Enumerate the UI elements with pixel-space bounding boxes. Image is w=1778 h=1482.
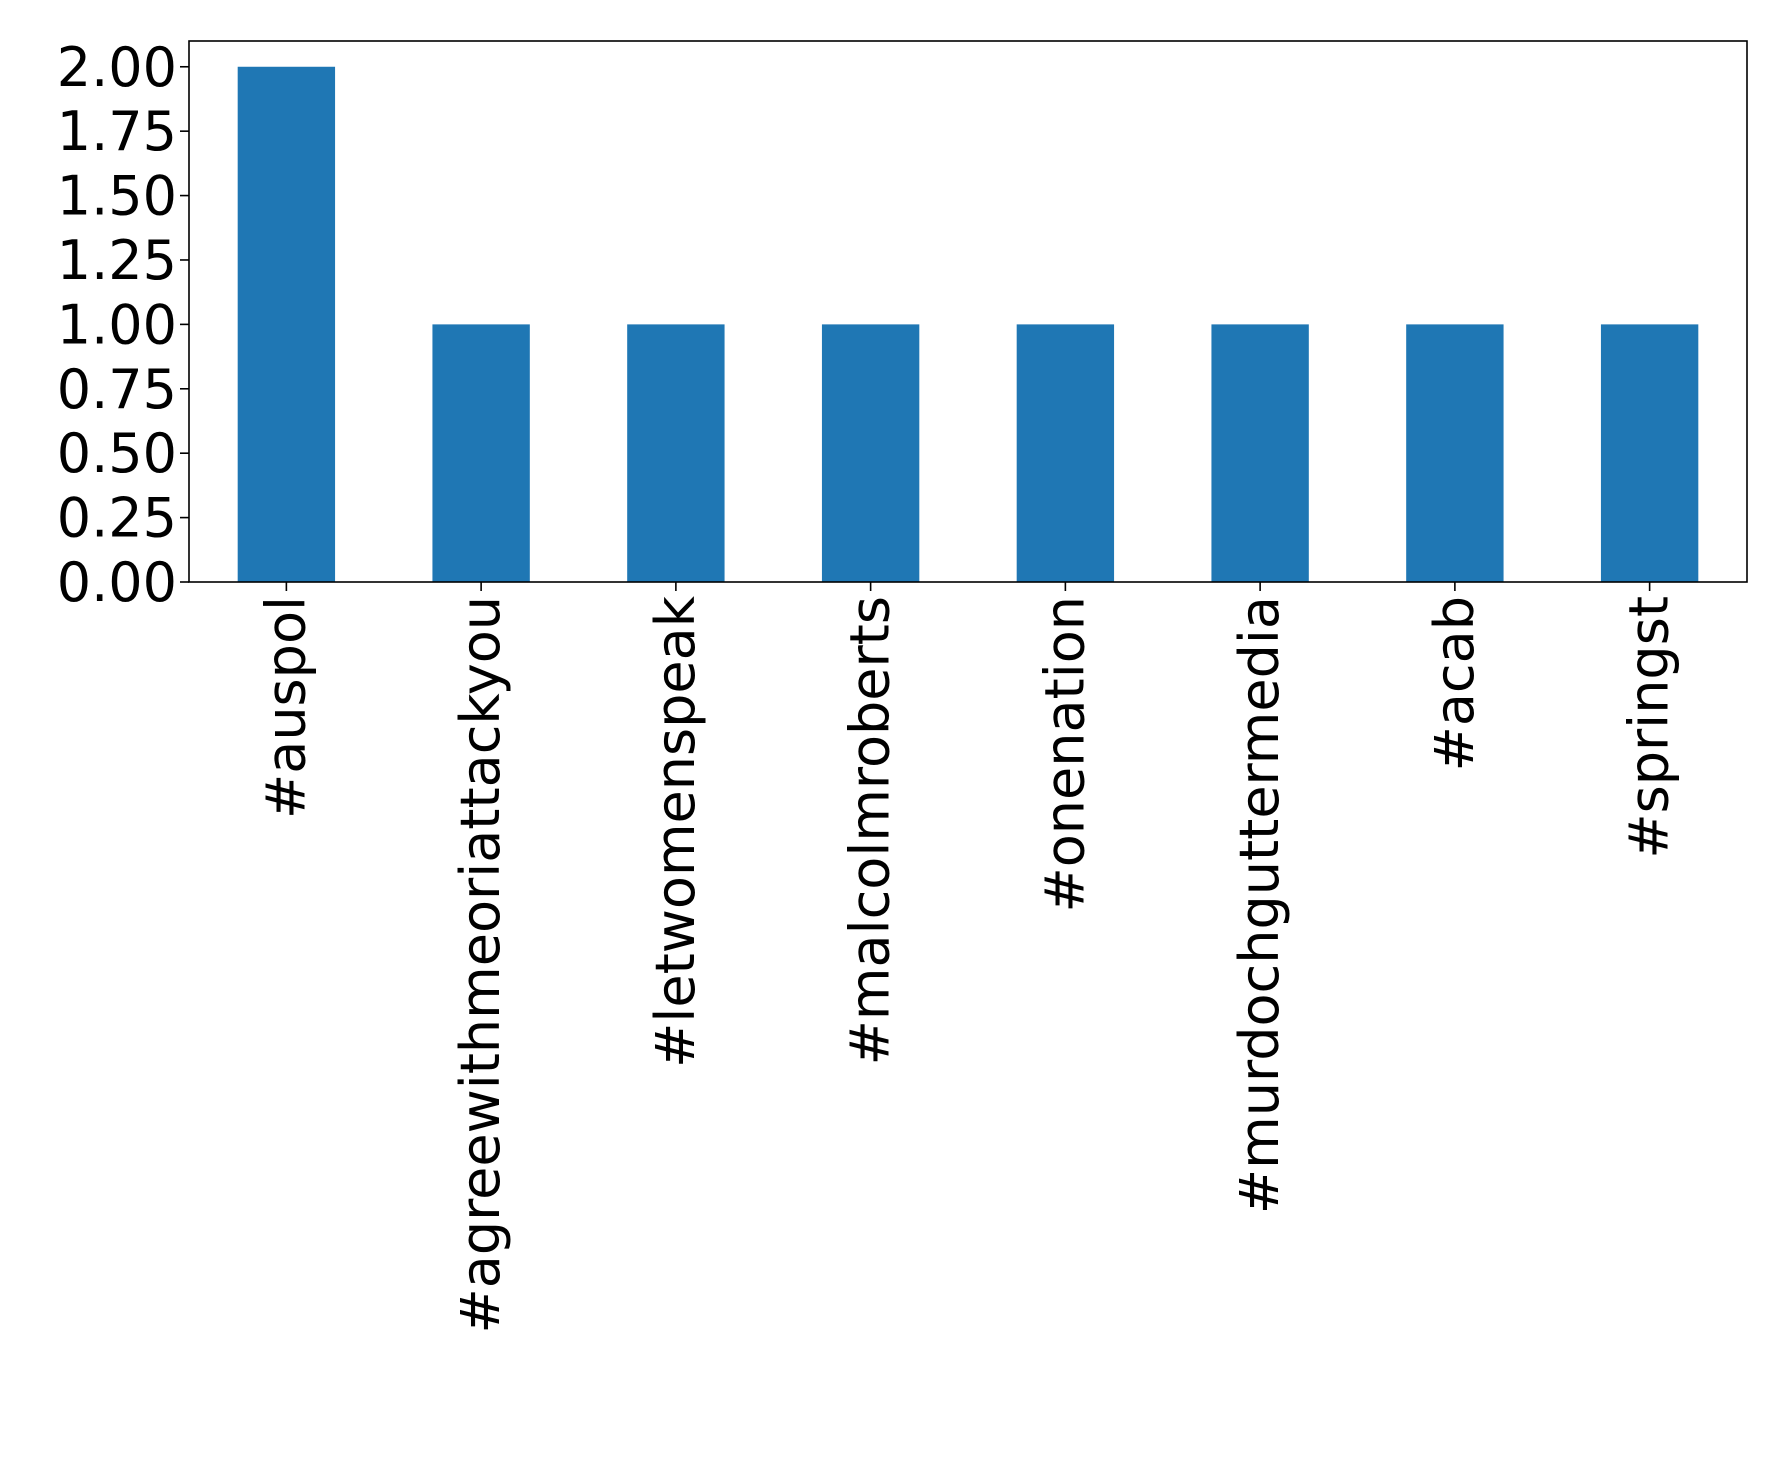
bar-murdochguttermedia	[1211, 324, 1309, 582]
bar-onenation	[1016, 324, 1115, 582]
x-tick-label: #letwomenspeak	[644, 595, 707, 1068]
bar-malcolmroberts	[821, 324, 920, 582]
x-axis: #auspol #agreewithmeoriattackyou #letwomen…	[254, 582, 1681, 1334]
plot-area-frame	[188, 40, 1748, 583]
x-tick-label: #murdochguttermedia	[1228, 596, 1291, 1214]
y-tick-label: 2.00	[57, 36, 177, 99]
bars-layer	[237, 66, 1699, 582]
y-tick-label: 1.75	[57, 100, 177, 163]
y-tick-label: 1.00	[57, 293, 177, 356]
bar-letwomenspeak	[627, 324, 725, 582]
x-tick-label: #agreewithmeoriattackyou	[449, 596, 512, 1334]
x-tick-label: #onenation	[1033, 596, 1096, 913]
bar-acab	[1406, 324, 1504, 582]
x-tick-label: #malcolmroberts	[839, 596, 902, 1065]
bar-agreewithmeoriattackyou	[432, 324, 530, 582]
y-tick-label: 1.25	[57, 229, 177, 292]
y-tick-label: 0.00	[57, 551, 177, 614]
y-tick-label: 0.25	[57, 487, 177, 550]
x-tick-label: #springst	[1618, 596, 1681, 859]
y-tick-label: 1.50	[57, 165, 177, 228]
bar-springst	[1600, 324, 1699, 582]
y-tick-label: 0.50	[57, 422, 177, 485]
x-tick-label: #auspol	[254, 596, 317, 819]
x-tick-label: #acab	[1423, 596, 1486, 771]
bar-auspol	[237, 66, 336, 582]
y-tick-label: 0.75	[57, 358, 177, 421]
y-axis: 0.000.250.500.751.001.251.501.752.00	[57, 36, 189, 614]
